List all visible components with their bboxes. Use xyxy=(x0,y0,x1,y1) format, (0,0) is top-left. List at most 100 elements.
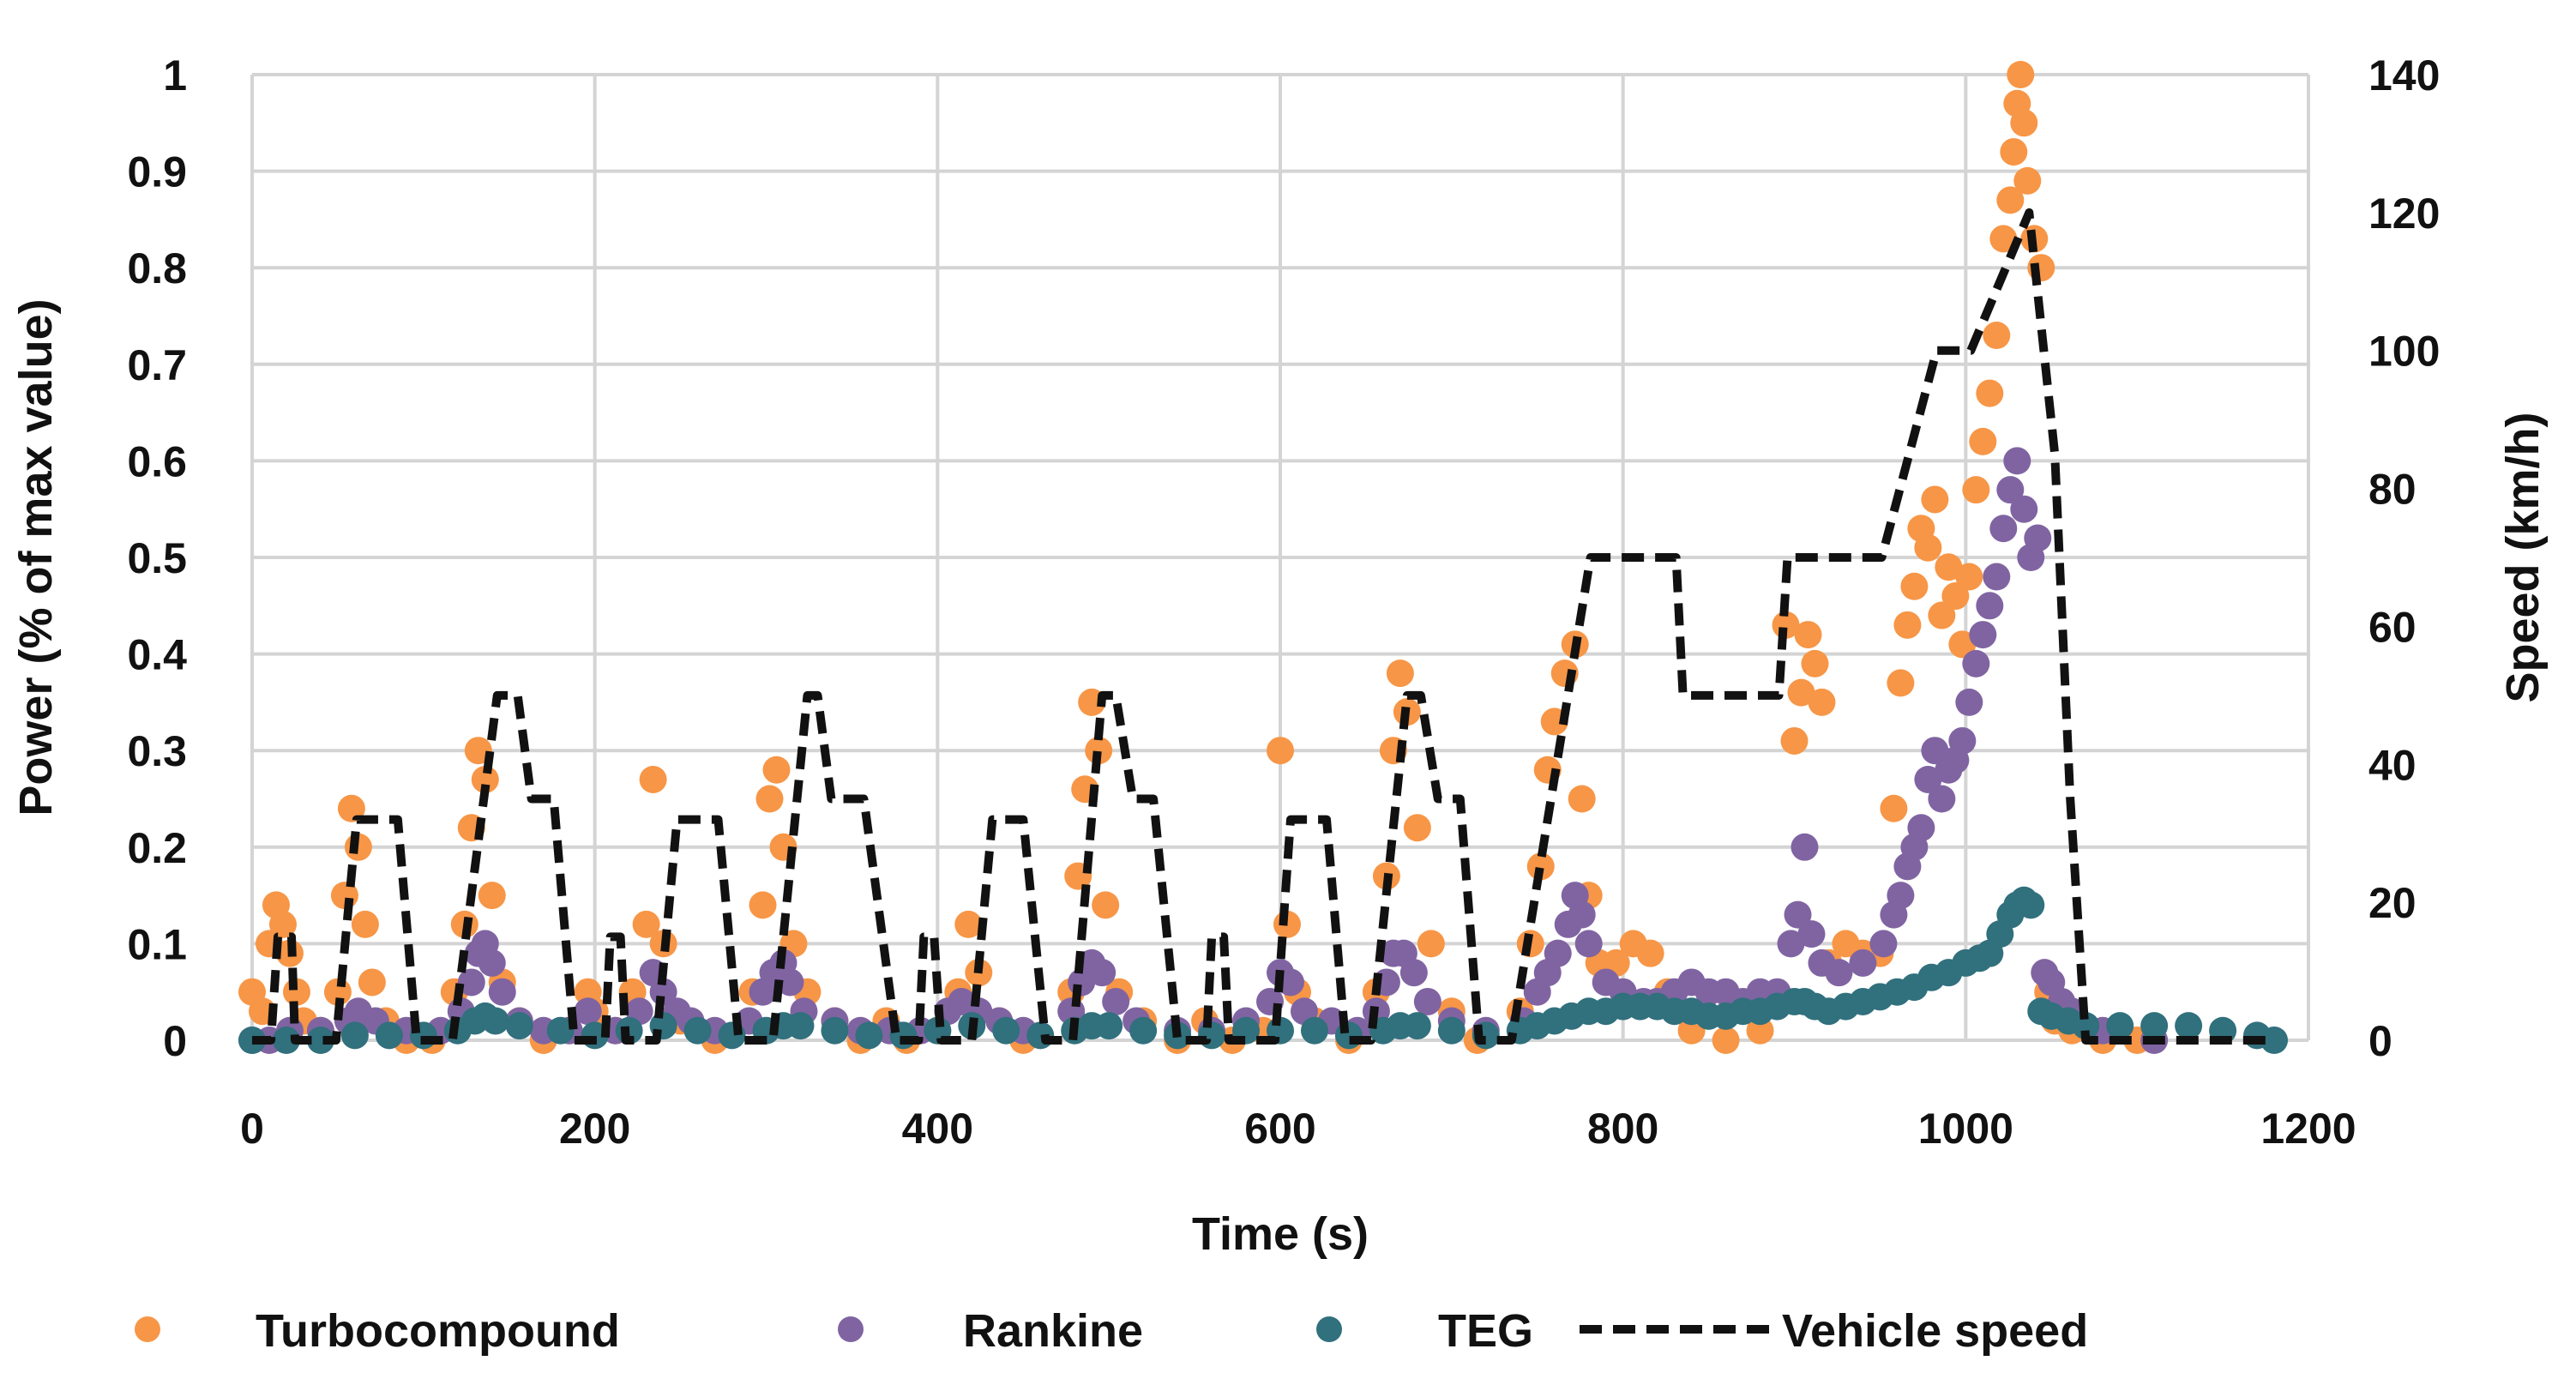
rankine-point-90 xyxy=(1869,930,1898,958)
turbocompound-point-23 xyxy=(478,882,506,910)
y2-tick-label-0: 0 xyxy=(2368,1017,2392,1065)
turbocompound-point-99 xyxy=(1787,678,1815,707)
y-tick-label-7: 0.7 xyxy=(127,341,187,389)
turbocompound-point-38 xyxy=(749,891,777,919)
teg-point-4 xyxy=(375,1021,403,1050)
rankine-point-86 xyxy=(1797,920,1826,948)
rankine-point-96 xyxy=(1914,765,1942,793)
teg-point-86 xyxy=(2260,1027,2289,1054)
teg-point-15 xyxy=(683,1016,712,1045)
turbocompound-point-121 xyxy=(1976,379,2004,407)
legend-label-rankine: Rankine xyxy=(963,1305,1143,1357)
x-tick-labels: 0 200 400 600 800 1000 1200 xyxy=(240,1105,2356,1153)
legend: Turbocompound Rankine TEG Vehicle speed xyxy=(135,1305,2088,1357)
rankine-point-14 xyxy=(488,978,516,1006)
turbocompound-point-109 xyxy=(1893,611,1922,639)
turbocompound-point-118 xyxy=(1955,563,1983,591)
y-tick-label-1: 0.1 xyxy=(127,920,187,968)
legend-label-teg: TEG xyxy=(1438,1305,1533,1357)
rankine-point-44 xyxy=(1088,959,1116,987)
teg-point-39 xyxy=(1403,1012,1431,1040)
vehicle-speed-line xyxy=(252,208,2274,1045)
teg-point-76 xyxy=(2017,891,2045,919)
turbocompound-point-13 xyxy=(351,910,379,938)
turbocompound-point-22 xyxy=(471,765,499,793)
turbocompound-point-82 xyxy=(1526,852,1555,881)
teg-point-25 xyxy=(992,1016,1020,1045)
legend-marker-rankine xyxy=(838,1316,864,1342)
turbocompound-point-87 xyxy=(1568,785,1596,813)
rankine-point-13 xyxy=(478,948,506,977)
turbocompound-point-50 xyxy=(954,910,983,938)
turbocompound-point-116 xyxy=(1941,582,1970,611)
turbocompound-point-113 xyxy=(1921,485,1949,514)
rankine-point-103 xyxy=(1962,649,1990,677)
rankine-point-104 xyxy=(1969,621,1997,649)
rankine-point-88 xyxy=(1825,959,1853,987)
rankine-point-108 xyxy=(1996,476,2025,504)
teg-point-30 xyxy=(1129,1016,1158,1045)
rankine-point-18 xyxy=(574,997,602,1026)
turbocompound-point-58 xyxy=(1085,737,1113,765)
x-tick-label-6: 1200 xyxy=(2260,1105,2356,1153)
turbocompound-point-107 xyxy=(1880,794,1908,822)
y-tick-label-3: 0.3 xyxy=(127,727,187,775)
rankine-point-85 xyxy=(1791,833,1819,861)
y-tick-label-9: 0.9 xyxy=(127,148,187,196)
teg-point-2 xyxy=(306,1027,334,1054)
x-tick-label-4: 800 xyxy=(1587,1105,1658,1153)
turbocompound-point-123 xyxy=(1989,225,2018,253)
rankine-point-110 xyxy=(2010,495,2038,523)
x-axis-title: Time (s) xyxy=(1192,1208,1369,1260)
y2-tick-labels: 0 20 40 60 80 100 120 140 xyxy=(2368,51,2440,1065)
teg-point-35 xyxy=(1300,1016,1328,1045)
series-vehicle-speed xyxy=(252,208,2274,1045)
turbocompound-point-124 xyxy=(1996,186,2025,214)
rankine-point-112 xyxy=(2024,524,2052,552)
rankine-point-30 xyxy=(776,968,804,997)
y2-tick-label-5: 100 xyxy=(2368,328,2440,376)
teg-point-21 xyxy=(855,1021,883,1050)
teg-point-1 xyxy=(272,1027,300,1054)
y-tick-label-0: 0 xyxy=(163,1017,187,1065)
rankine-point-101 xyxy=(1948,726,1977,755)
rankine-point-109 xyxy=(2003,447,2031,475)
turbocompound-point-115 xyxy=(1935,553,1963,581)
rankine-point-45 xyxy=(1102,987,1130,1015)
y-tick-labels: 0 0.1 0.2 0.3 0.4 0.5 0.6 0.7 0.8 0.9 1 xyxy=(127,51,187,1065)
x-tick-label-5: 1000 xyxy=(1918,1105,2013,1153)
teg-point-3 xyxy=(340,1021,369,1050)
legend-marker-teg xyxy=(1316,1316,1342,1342)
turbocompound-point-66 xyxy=(1267,737,1294,765)
rankine-point-67 xyxy=(1544,939,1572,967)
teg-point-26 xyxy=(1026,1021,1055,1050)
teg-point-20 xyxy=(821,1016,849,1045)
turbocompound-point-77 xyxy=(1417,930,1445,958)
legend-label-turbocompound: Turbocompound xyxy=(256,1305,620,1357)
y-tick-label-4: 0.4 xyxy=(127,631,187,679)
turbocompound-point-76 xyxy=(1403,814,1431,842)
y-tick-label-6: 0.6 xyxy=(127,437,187,485)
turbocompound-point-129 xyxy=(2013,166,2042,195)
teg-point-36 xyxy=(1334,1021,1363,1050)
rankine-point-92 xyxy=(1887,882,1915,910)
turbocompound-point-112 xyxy=(1914,533,1942,562)
turbocompound-point-114 xyxy=(1928,601,1956,629)
rankine-point-106 xyxy=(1983,563,2011,591)
rankine-point-83 xyxy=(1777,930,1805,958)
teg-point-82 xyxy=(2140,1012,2169,1040)
turbocompound-point-108 xyxy=(1887,669,1915,697)
teg-point-83 xyxy=(2175,1012,2203,1040)
turbocompound-point-128 xyxy=(2010,109,2038,137)
turbocompound-point-100 xyxy=(1794,621,1822,649)
grid-layer xyxy=(250,73,2310,1042)
legend-label-vehicle-speed: Vehicle speed xyxy=(1782,1305,2088,1357)
x-tick-label-2: 400 xyxy=(902,1105,973,1153)
teg-point-32 xyxy=(1198,1021,1226,1050)
turbocompound-point-95 xyxy=(1712,1027,1740,1054)
x-tick-label-1: 200 xyxy=(559,1105,630,1153)
turbocompound-point-122 xyxy=(1983,322,2011,350)
teg-point-29 xyxy=(1095,1012,1123,1040)
